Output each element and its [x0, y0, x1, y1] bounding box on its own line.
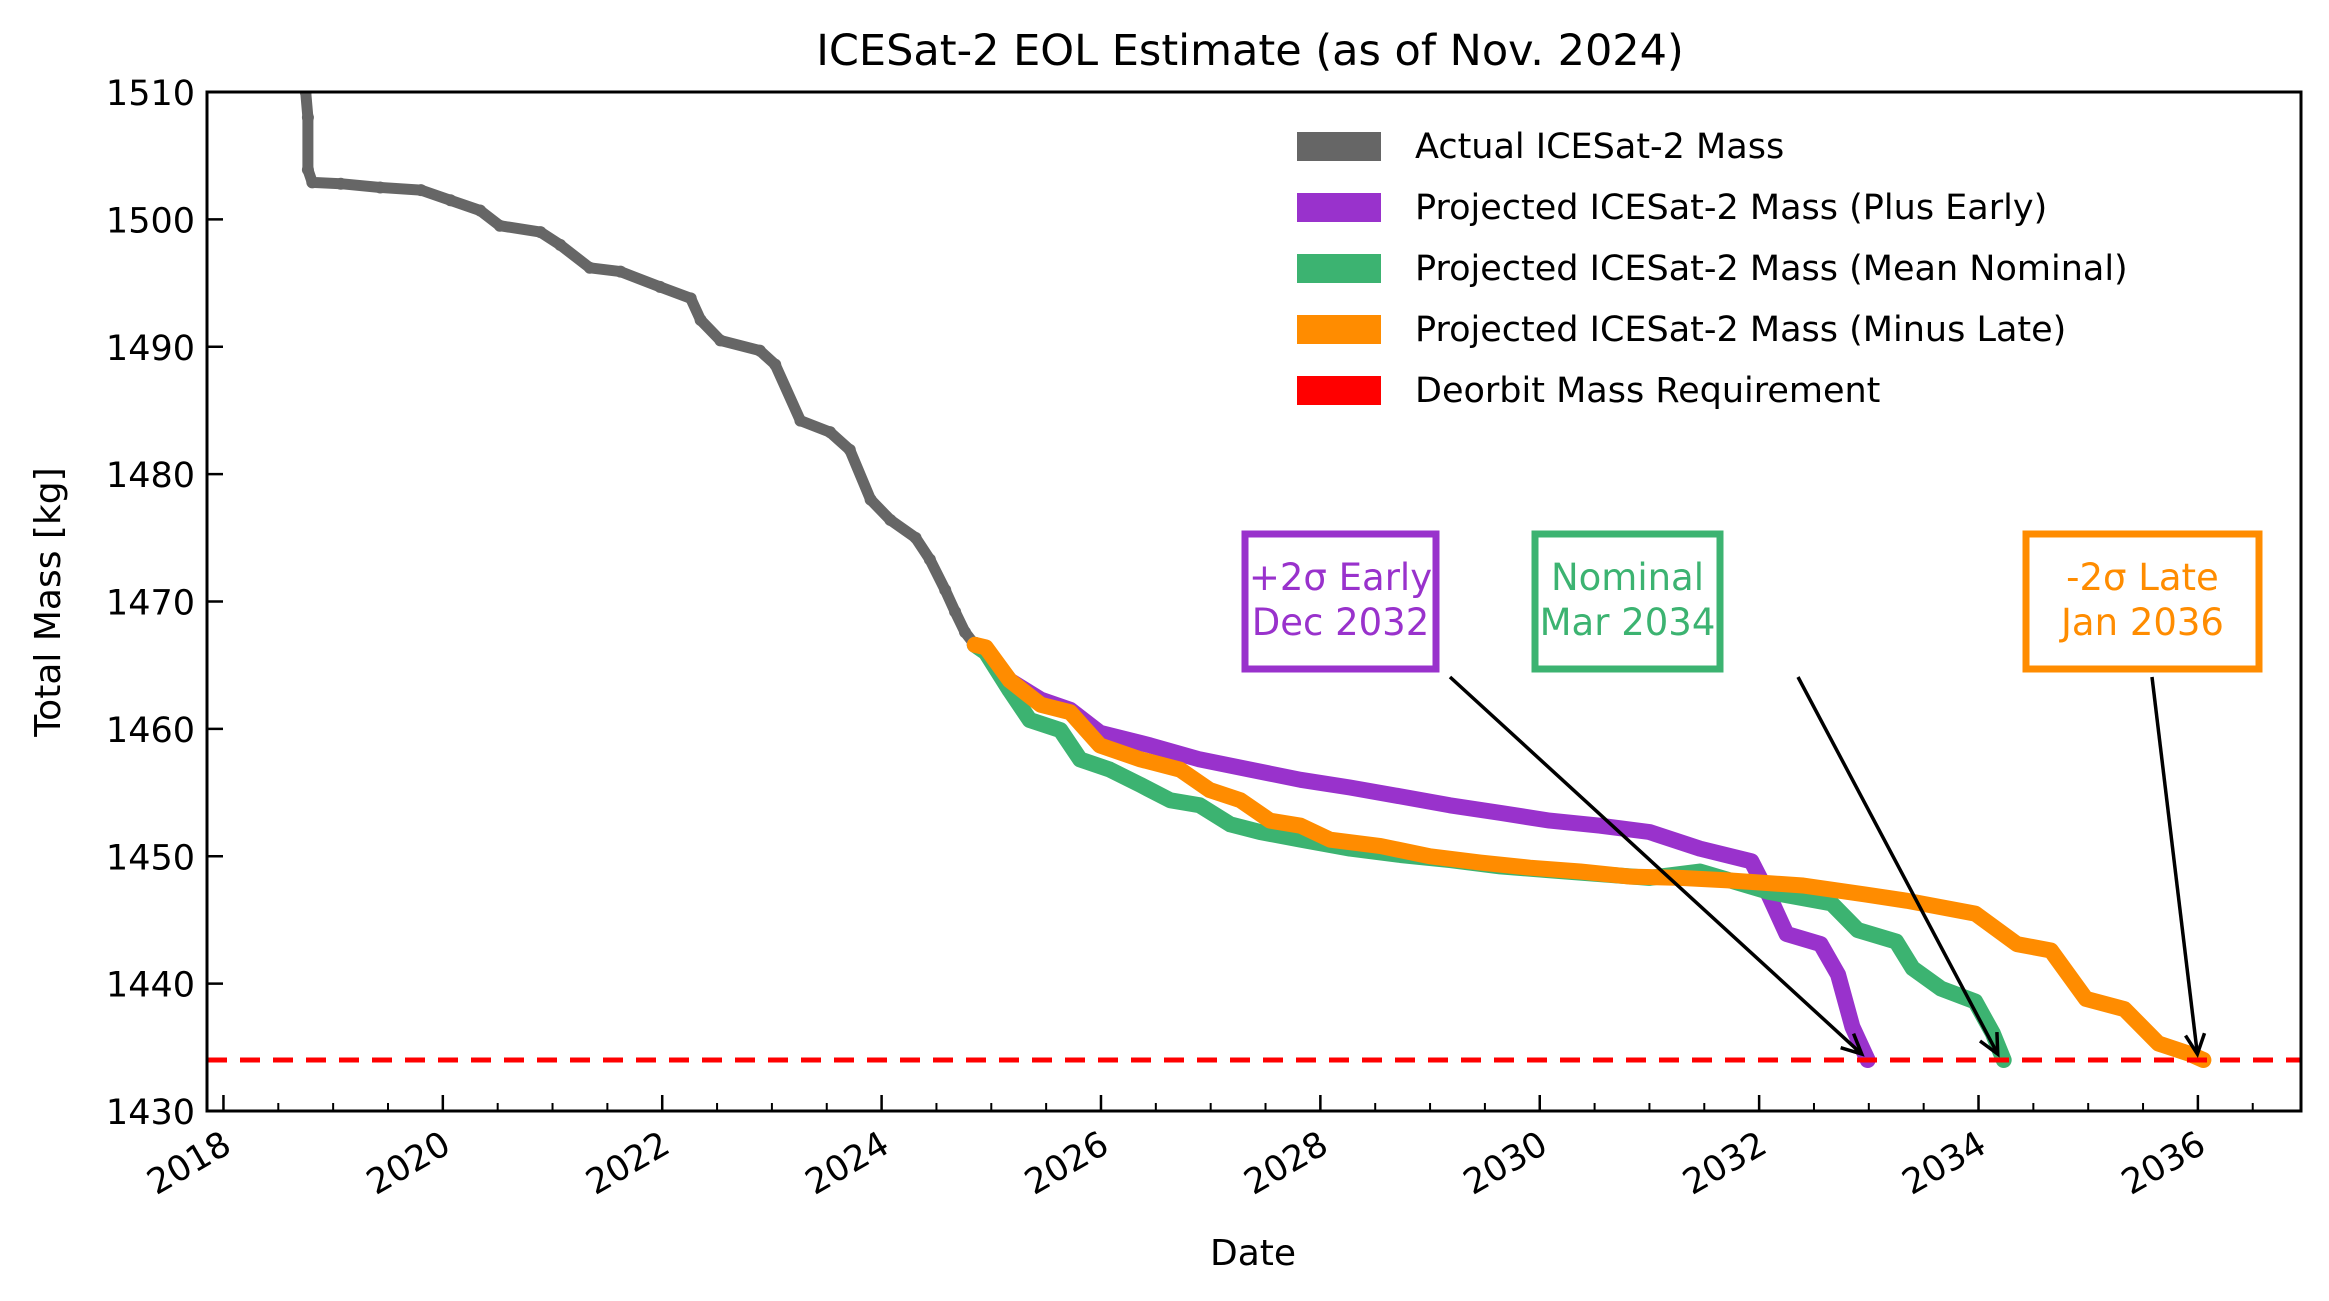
annotation-arrow-line	[2150, 676, 2200, 1055]
legend-swatch	[1297, 193, 1381, 222]
legend-item: Actual ICESat-2 Mass	[1297, 127, 1784, 167]
actual-mass-point	[884, 513, 897, 526]
actual-mass-point	[654, 280, 667, 293]
annotation-label-line2: Jan 2036	[2059, 601, 2224, 644]
actual-mass-point	[534, 226, 547, 239]
annotation-label-line1: -2σ Late	[2066, 556, 2219, 599]
x-tick-label: 2022	[580, 1124, 677, 1203]
actual-mass-point	[583, 261, 596, 274]
y-tick-label: 1450	[106, 838, 195, 878]
actual-mass-point	[843, 443, 856, 456]
axis-ticks: 2018 2020 2022 2024 2026 2028 2030 2032 2034 2036…	[106, 74, 2254, 1203]
x-tick-label: 2028	[1238, 1124, 1335, 1203]
plot-area	[207, 92, 2301, 1068]
actual-mass-point	[444, 194, 457, 207]
y-tick-label: 1480	[106, 456, 195, 496]
actual-mass-connector	[303, 92, 310, 170]
actual-mass-point	[374, 181, 387, 194]
legend-swatch	[1297, 376, 1381, 405]
y-tick-label: 1490	[106, 329, 195, 369]
arrow-head-icon	[2184, 1032, 2207, 1059]
actual-mass-point	[794, 414, 807, 427]
actual-mass-point	[684, 292, 697, 305]
legend-item: Deorbit Mass Requirement	[1297, 371, 1880, 411]
annotation-label-line1: +2σ Early	[1249, 556, 1432, 599]
legend-swatch	[1297, 132, 1381, 161]
actual-mass-point	[554, 238, 567, 251]
axes-frame	[205, 90, 2303, 1113]
chart-title: ICESat-2 EOL Estimate (as of Nov. 2024)	[816, 26, 1684, 76]
legend-label: Actual ICESat-2 Mass	[1415, 127, 1784, 167]
annotation-label-line2: Mar 2034	[1540, 601, 1716, 644]
actual-mass-point	[714, 334, 727, 347]
y-tick-label: 1430	[106, 1093, 195, 1133]
actual-mass-point	[414, 184, 427, 197]
actual-mass-point	[824, 426, 837, 439]
y-tick-label: 1470	[106, 584, 195, 624]
y-tick-label: 1460	[106, 711, 195, 751]
actual-mass-point	[939, 584, 952, 597]
legend-label: Projected ICESat-2 Mass (Mean Nominal)	[1415, 249, 2128, 289]
arrow-head-icon	[1978, 1032, 2000, 1058]
y-tick-label: 1510	[106, 74, 195, 114]
annotation-arrow-line	[1796, 676, 2000, 1055]
x-tick-label: 2024	[799, 1124, 896, 1203]
legend-label: Projected ICESat-2 Mass (Plus Early)	[1415, 188, 2047, 228]
annotation-box	[2022, 530, 2263, 673]
annotation-label-line2: Dec 2032	[1252, 601, 1430, 644]
x-tick-label: 2020	[360, 1124, 457, 1203]
actual-mass-point	[334, 177, 347, 190]
actual-mass-point	[909, 531, 922, 544]
actual-mass-point	[306, 176, 319, 189]
actual-mass-point	[769, 358, 782, 371]
actual-mass-point	[694, 314, 707, 327]
x-tick-label: 2034	[1896, 1124, 1993, 1203]
legend-label: Projected ICESat-2 Mass (Minus Late)	[1415, 310, 2066, 350]
actual-mass-point	[753, 344, 766, 357]
actual-mass-point	[958, 626, 971, 639]
legend-swatch	[1297, 254, 1381, 283]
legend-item: Projected ICESat-2 Mass (Plus Early)	[1297, 188, 2047, 228]
x-tick-label: 2032	[1676, 1124, 1773, 1203]
annotation-box	[1241, 530, 1440, 673]
x-axis-label: Date	[1210, 1233, 1296, 1274]
y-tick-label: 1440	[106, 966, 195, 1006]
x-tick-label: 2036	[2115, 1124, 2212, 1203]
arrow-head-icon	[1840, 1032, 1865, 1057]
x-tick-label: 2026	[1018, 1124, 1115, 1203]
legend-swatch	[1297, 315, 1381, 344]
y-axis-label: Total Mass [kg]	[28, 467, 69, 737]
series-3-line	[966, 636, 2212, 1068]
actual-mass-point	[949, 605, 962, 618]
legend: Actual ICESat-2 Mass Projected ICESat-2 M…	[1297, 127, 2128, 411]
x-tick-label: 2030	[1457, 1124, 1554, 1203]
annotation-label-line1: Nominal	[1551, 556, 1704, 599]
legend-label: Deorbit Mass Requirement	[1415, 371, 1880, 411]
actual-mass-point	[614, 265, 627, 278]
actual-mass-point	[923, 553, 936, 566]
annotation-box	[1531, 530, 1724, 673]
actual-mass-point	[864, 493, 877, 506]
actual-mass-line	[300, 92, 981, 651]
actual-mass-point	[493, 219, 506, 232]
actual-mass-point	[474, 204, 487, 217]
legend-item: Projected ICESat-2 Mass (Minus Late)	[1297, 310, 2066, 350]
x-tick-label: 2018	[141, 1124, 238, 1203]
legend-item: Projected ICESat-2 Mass (Mean Nominal)	[1297, 249, 2128, 289]
annotation-arrow-line	[1448, 675, 1863, 1056]
y-tick-label: 1500	[106, 201, 195, 241]
